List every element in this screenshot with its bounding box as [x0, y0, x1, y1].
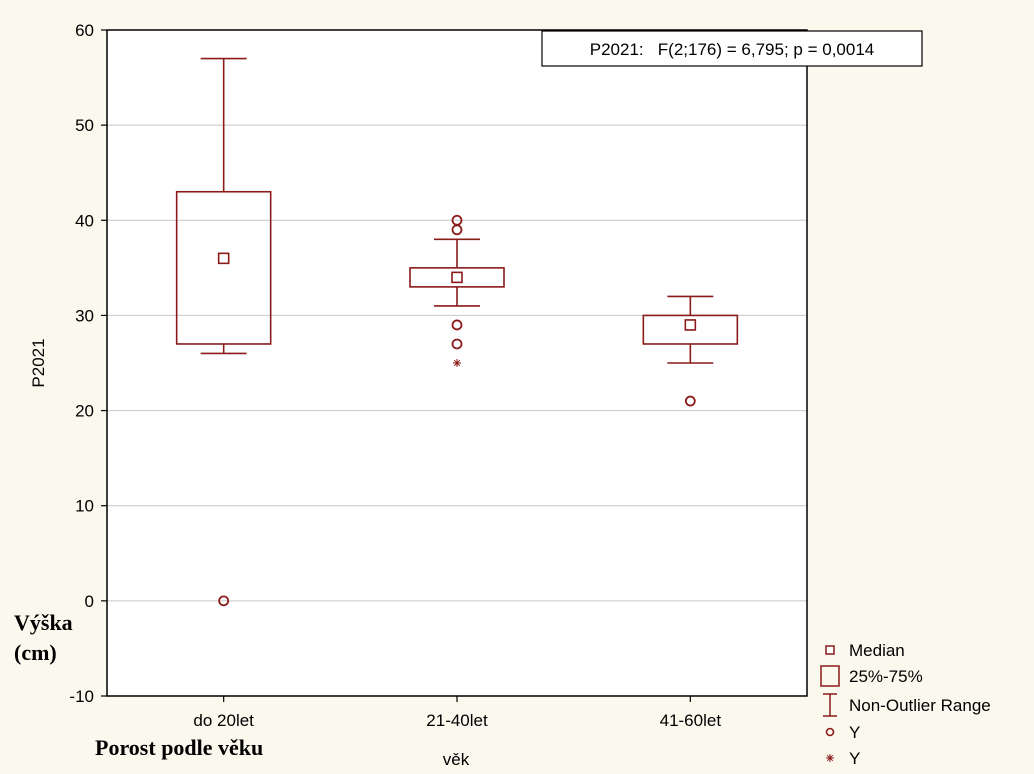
outlier-point	[451, 319, 463, 331]
legend: Median 25%-75% Non-Outlier Range YY	[820, 641, 991, 768]
x-axis-label: věk	[443, 750, 470, 769]
legend-item: 25%-75%	[820, 665, 923, 687]
y-tick-label: 60	[75, 21, 94, 40]
asterisk-stroke	[826, 754, 834, 762]
legend-item: Y	[826, 749, 860, 768]
y-axis-note-line1: Výška	[14, 610, 73, 635]
y-tick-label: 30	[75, 306, 94, 325]
legend-label: Y	[849, 749, 860, 768]
legend-item: Y	[825, 723, 860, 742]
iqr-box	[409, 267, 505, 288]
legend-item: Non-Outlier Range	[823, 693, 991, 717]
asterisk-icon	[826, 754, 834, 762]
legend-label: Median	[849, 641, 905, 660]
median-marker	[684, 319, 697, 331]
box-icon	[820, 665, 840, 687]
legend-label: Non-Outlier Range	[849, 696, 991, 715]
median-square-icon	[825, 645, 835, 655]
y-tick-label: 50	[75, 116, 94, 135]
outlier-point	[451, 338, 463, 350]
grid-lines	[107, 124, 807, 602]
y-tick-label: 0	[85, 592, 94, 611]
whisker-icon	[823, 693, 837, 717]
box-group	[409, 214, 505, 367]
outlier-point	[218, 595, 230, 607]
legend-item: Median	[825, 641, 905, 660]
chart-title: P2021: F(2;176) = 6,795; p = 0,0014	[590, 40, 874, 59]
legend-label: 25%-75%	[849, 667, 923, 686]
x-tick-label: 41-60let	[660, 711, 722, 730]
y-tick-label: 20	[75, 402, 94, 421]
y-axis-note-line2: (cm)	[14, 640, 57, 665]
y-axis: -10 0 10 20 30 40 50 60	[69, 21, 107, 706]
chart-title-box: P2021: F(2;176) = 6,795; p = 0,0014	[541, 30, 923, 67]
iqr-box	[642, 314, 739, 345]
extreme-point	[453, 359, 461, 367]
x-tick-label: 21-40let	[426, 711, 488, 730]
legend-label: Y	[849, 723, 860, 742]
box-group	[642, 295, 739, 407]
y-tick-label: 40	[75, 211, 94, 230]
x-axis: do 20let 21-40let 41-60let	[193, 696, 721, 730]
y-axis-note: Výška (cm)	[14, 608, 73, 668]
median-marker	[451, 271, 463, 284]
circle-icon	[825, 727, 835, 737]
y-axis-label: P2021	[29, 338, 48, 387]
box-series	[175, 57, 739, 607]
outlier-point	[451, 214, 463, 226]
extreme-stroke	[453, 359, 461, 367]
outlier-point	[684, 395, 696, 407]
x-tick-label: do 20let	[193, 711, 254, 730]
median-marker	[217, 252, 230, 265]
box-group	[175, 57, 272, 607]
y-tick-label: -10	[69, 687, 94, 706]
y-tick-label: 10	[75, 497, 94, 516]
x-axis-note: Porost podle věku	[95, 735, 264, 760]
iqr-box	[175, 190, 272, 345]
